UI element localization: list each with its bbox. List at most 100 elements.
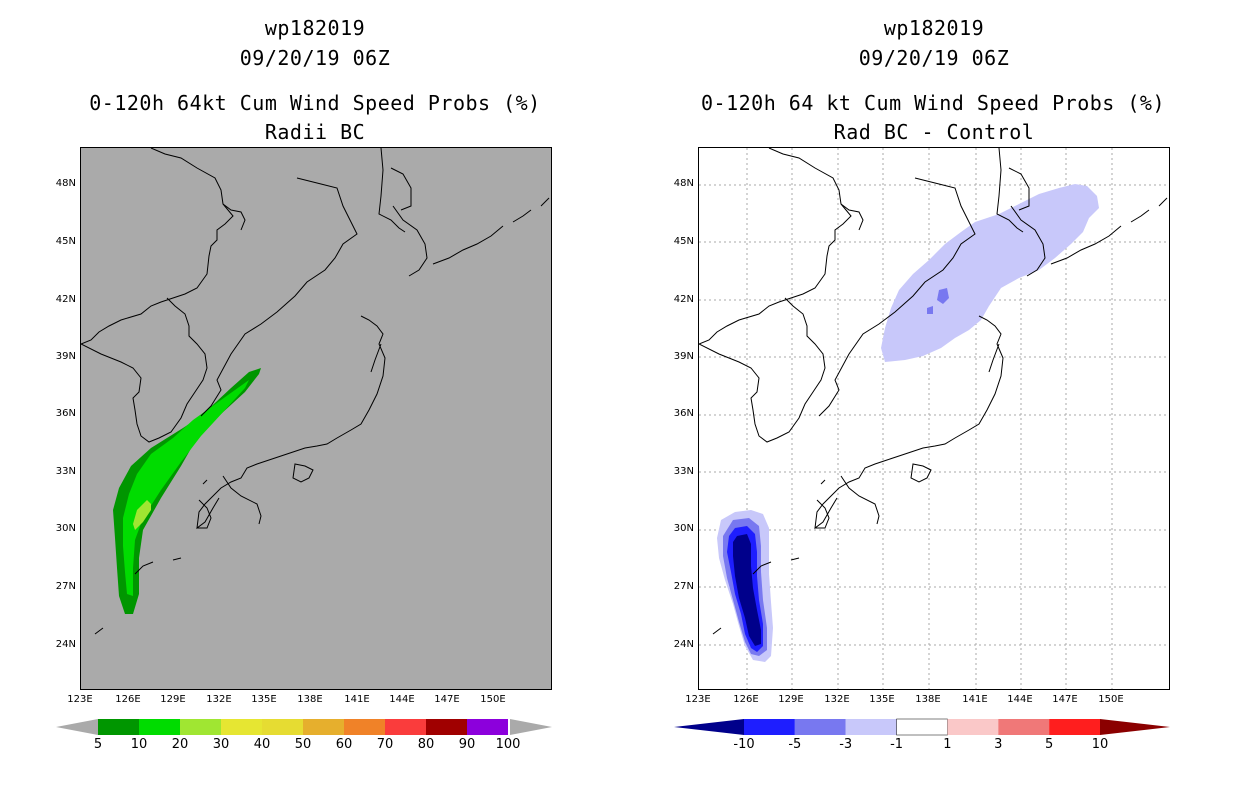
colorbar-low-arrow: [56, 719, 98, 735]
left-lat-label: 36N: [55, 408, 76, 419]
right-lat-label: 45N: [673, 236, 694, 247]
colorbar-label: 1: [943, 737, 952, 752]
diff-minus10-south-area: [733, 534, 761, 646]
right-lon-label: 141E: [962, 694, 988, 705]
left-lat-label: 45N: [55, 236, 76, 247]
right-lat-label: 39N: [673, 351, 694, 362]
right-lat-label: 33N: [673, 466, 694, 477]
right-lat-label: 48N: [673, 178, 694, 189]
colorbar-label: 5: [1045, 737, 1054, 752]
colorbar-label: 20: [171, 737, 189, 752]
left-lon-label: 144E: [389, 694, 415, 705]
right-lon-label: 123E: [685, 694, 711, 705]
colorbar-label: 10: [130, 737, 148, 752]
colorbar-cell: [947, 719, 999, 735]
left-datetime: 09/20/19 06Z: [239, 46, 391, 70]
left-lat-label: 39N: [55, 351, 76, 362]
right-title: 0-120h 64 kt Cum Wind Speed Probs (%): [700, 91, 1166, 115]
diff-minus3-spot: [927, 306, 933, 314]
colorbar-cell: [794, 719, 846, 735]
colorbar-cell: [896, 718, 948, 736]
colorbar-label: 80: [417, 737, 435, 752]
right-map: [698, 147, 1170, 690]
left-coastlines: [81, 148, 550, 635]
colorbar-label: -10: [733, 737, 755, 752]
right-lat-label: 36N: [673, 408, 694, 419]
left-lat-label: 48N: [55, 178, 76, 189]
right-lat-label: 24N: [673, 639, 694, 650]
right-lon-label: 129E: [778, 694, 804, 705]
colorbar-cell: [998, 719, 1050, 735]
colorbar-cell: [180, 719, 221, 735]
right-lon-label: 132E: [824, 694, 850, 705]
left-lon-label: 135E: [251, 694, 277, 705]
left-lat-label: 30N: [55, 523, 76, 534]
left-map: [80, 147, 552, 690]
right-lon-label: 144E: [1007, 694, 1033, 705]
left-lon-label: 129E: [160, 694, 186, 705]
right-lon-label: 126E: [733, 694, 759, 705]
colorbar-cell: [467, 719, 508, 735]
colorbar-cell: [744, 719, 795, 735]
colorbar-cell: [1049, 719, 1100, 735]
right-colorbar: [674, 718, 1170, 736]
colorbar-cell: [221, 719, 262, 735]
colorbar-label: -1: [890, 737, 904, 752]
right-lat-label: 42N: [673, 294, 694, 305]
left-subtitle: Radii BC: [264, 120, 366, 144]
colorbar-label: 50: [294, 737, 312, 752]
colorbar-cell: [303, 719, 344, 735]
right-datetime: 09/20/19 06Z: [858, 46, 1010, 70]
colorbar-label: 10: [1091, 737, 1109, 752]
colorbar-label: 90: [458, 737, 476, 752]
colorbar-label: 30: [212, 737, 230, 752]
right-lon-label: 138E: [915, 694, 941, 705]
diff-minus3-spot: [937, 288, 949, 304]
left-lon-label: 126E: [115, 694, 141, 705]
colorbar-label: 40: [253, 737, 271, 752]
right-lat-label: 30N: [673, 523, 694, 534]
prob-10-20-area: [123, 380, 249, 596]
colorbar-label: 70: [376, 737, 394, 752]
colorbar-low-arrow: [674, 719, 744, 735]
left-lon-label: 147E: [434, 694, 460, 705]
colorbar-label: 100: [495, 737, 521, 752]
left-storm-id: wp182019: [264, 16, 366, 40]
colorbar-label: -5: [788, 737, 802, 752]
diff-minus1-area: [881, 184, 1099, 362]
left-lon-label: 132E: [206, 694, 232, 705]
left-lon-label: 141E: [344, 694, 370, 705]
left-lat-label: 42N: [55, 294, 76, 305]
left-lat-label: 27N: [55, 581, 76, 592]
left-colorbar: [56, 719, 552, 735]
colorbar-cell: [426, 719, 467, 735]
left-lon-label: 138E: [297, 694, 323, 705]
left-lon-label: 123E: [67, 694, 93, 705]
colorbar-cell: [385, 719, 426, 735]
left-lat-label: 24N: [55, 639, 76, 650]
colorbar-label: 60: [335, 737, 353, 752]
right-storm-id: wp182019: [883, 16, 985, 40]
left-title: 0-120h 64kt Cum Wind Speed Probs (%): [89, 91, 541, 115]
colorbar-label: 5: [93, 737, 103, 752]
colorbar-cell: [98, 719, 139, 735]
right-lat-label: 27N: [673, 581, 694, 592]
colorbar-cell: [344, 719, 385, 735]
colorbar-high-arrow: [1100, 719, 1170, 735]
right-lon-label: 150E: [1098, 694, 1124, 705]
right-coastlines: [699, 148, 1168, 635]
right-lon-label: 147E: [1052, 694, 1078, 705]
right-lon-label: 135E: [869, 694, 895, 705]
colorbar-label: -3: [839, 737, 853, 752]
colorbar-cell: [139, 719, 180, 735]
colorbar-high-arrow: [510, 719, 552, 735]
right-subtitle: Rad BC - Control: [833, 120, 1035, 144]
left-probability-shading: [113, 368, 261, 614]
left-lon-label: 150E: [480, 694, 506, 705]
right-difference-shading: [717, 184, 1099, 662]
colorbar-label: 3: [994, 737, 1003, 752]
left-lat-label: 33N: [55, 466, 76, 477]
colorbar-cell: [262, 719, 303, 735]
colorbar-cell: [845, 719, 897, 735]
prob-20-30-area: [133, 500, 151, 530]
